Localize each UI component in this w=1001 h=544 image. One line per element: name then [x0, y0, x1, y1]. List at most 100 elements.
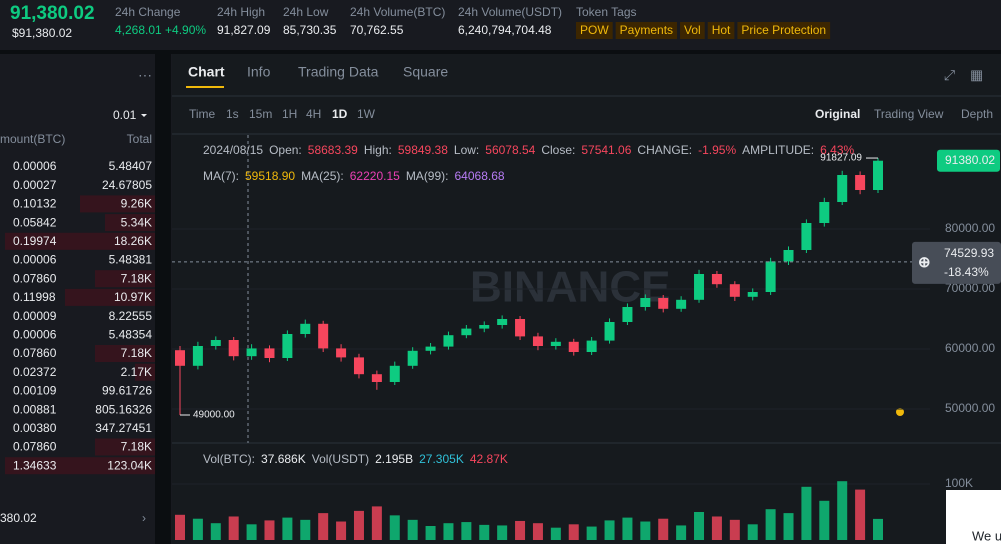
candle-body — [282, 333, 293, 358]
interval[interactable]: 4H — [306, 107, 321, 121]
ask-total: 123.04K — [107, 458, 152, 472]
candle-body — [479, 324, 490, 329]
interval[interactable]: 1D — [332, 107, 348, 121]
candle-body — [855, 175, 866, 191]
interval[interactable]: 15m — [249, 107, 272, 121]
ask-total: 5.34K — [121, 215, 152, 229]
grid-toggle[interactable]: ▦ — [970, 67, 983, 83]
candle-body — [318, 323, 329, 349]
more[interactable]: ··· — [138, 67, 152, 83]
tab[interactable]: Square — [403, 64, 448, 80]
volume-bar — [711, 516, 722, 540]
candle-body — [747, 291, 758, 297]
candle-body — [783, 250, 794, 262]
tag-bg — [707, 22, 735, 39]
info: 2.195B — [375, 452, 413, 466]
volume-bar — [192, 518, 203, 540]
candle-body — [622, 306, 633, 322]
info: 64068.68 — [455, 169, 505, 183]
last-price-label: 91380.02 — [945, 153, 995, 167]
view[interactable]: Original — [815, 107, 860, 121]
candle-body — [425, 346, 436, 351]
y-tick-label: 80000.00 — [945, 221, 995, 235]
volume-bar — [210, 523, 221, 540]
ask-total: 24.67805 — [102, 178, 152, 192]
crosshair-change: -18.43% — [944, 265, 989, 279]
ask-total: 7.18K — [121, 440, 152, 454]
ask-total: 5.48407 — [109, 159, 153, 173]
popup-text: We u — [972, 528, 1001, 543]
ask-total: 9.26K — [121, 197, 152, 211]
tab[interactable]: Info — [247, 64, 271, 80]
watermark: BINANCE — [470, 263, 670, 312]
stat-label: 24h Volume(BTC) — [350, 5, 445, 19]
interval[interactable]: 1s — [226, 107, 239, 121]
ask-total: 2.17K — [121, 365, 152, 379]
candle-body — [765, 261, 776, 292]
info: 58683.39 — [308, 143, 358, 157]
volume-bar — [550, 527, 561, 540]
stat-label: 24h Change — [115, 5, 181, 19]
info: 42.87K — [470, 452, 508, 466]
ask-amount: 0.05842 — [13, 215, 57, 229]
volume-bar — [747, 524, 758, 540]
volume-bar — [837, 481, 848, 540]
ask-amount: 0.00109 — [13, 384, 57, 398]
volume-bar — [336, 521, 347, 540]
volume-bar — [318, 513, 329, 540]
tag[interactable]: Payments — [620, 23, 673, 37]
chevron[interactable]: › — [142, 511, 146, 525]
stat-value: 6,240,794,704.48 — [458, 23, 552, 37]
tag[interactable]: Vol — [684, 23, 701, 37]
tab[interactable]: Trading Data — [298, 64, 379, 80]
ask-amount: 0.00006 — [13, 327, 57, 341]
ask-amount: 0.07860 — [13, 346, 57, 360]
stat-value: 4,268.01 +4.90% — [115, 23, 206, 37]
ask-amount: 0.19974 — [13, 234, 57, 248]
tab[interactable]: Chart — [188, 64, 225, 80]
candle-body — [443, 335, 454, 347]
volume-bar — [515, 520, 526, 540]
ask-amount: 0.02372 — [13, 365, 57, 379]
info: 57541.06 — [581, 143, 631, 157]
volume-bar — [497, 525, 508, 540]
candle-body — [336, 348, 347, 358]
ask-total: 18.26K — [114, 234, 152, 248]
interval[interactable]: 1W — [357, 107, 376, 121]
candle-body — [532, 336, 543, 346]
volume-bar — [282, 517, 293, 540]
tag[interactable]: Price Protection — [741, 23, 826, 37]
tag[interactable]: POW — [580, 23, 609, 37]
volume-bar — [479, 524, 490, 540]
expand[interactable]: ⤢ — [944, 67, 955, 83]
y-tick-label: 100K — [945, 476, 973, 490]
info: CHANGE: — [637, 143, 692, 157]
candle-body — [568, 341, 579, 352]
volume-bar — [407, 519, 418, 540]
min-label: 49000.00 — [193, 410, 235, 421]
info: Vol(USDT) — [312, 452, 369, 466]
depth-bar — [95, 438, 155, 456]
candle-body — [837, 175, 848, 203]
volume-bar — [461, 522, 472, 540]
volume-bar — [801, 486, 812, 540]
tab-underline — [186, 86, 224, 88]
tags-label: Token Tags — [576, 5, 637, 19]
interval[interactable]: 1H — [282, 107, 297, 121]
candle-body — [586, 340, 597, 352]
tag[interactable]: Hot — [712, 23, 731, 37]
plus[interactable]: ⊕ — [918, 254, 931, 271]
candle-body — [389, 365, 400, 382]
volume-bar — [532, 523, 543, 540]
candle-body — [658, 297, 669, 309]
col-head: mount(BTC) — [0, 132, 65, 146]
view[interactable]: Depth — [961, 107, 993, 121]
ask-total: 347.27451 — [95, 421, 152, 435]
info: 59518.90 — [245, 169, 295, 183]
step[interactable]: 0.01 — [113, 108, 137, 122]
candle-body — [801, 223, 812, 251]
tag-bg — [737, 22, 831, 39]
tag-bg — [615, 22, 678, 39]
view[interactable]: Trading View — [874, 107, 944, 121]
candle-body — [515, 318, 526, 337]
